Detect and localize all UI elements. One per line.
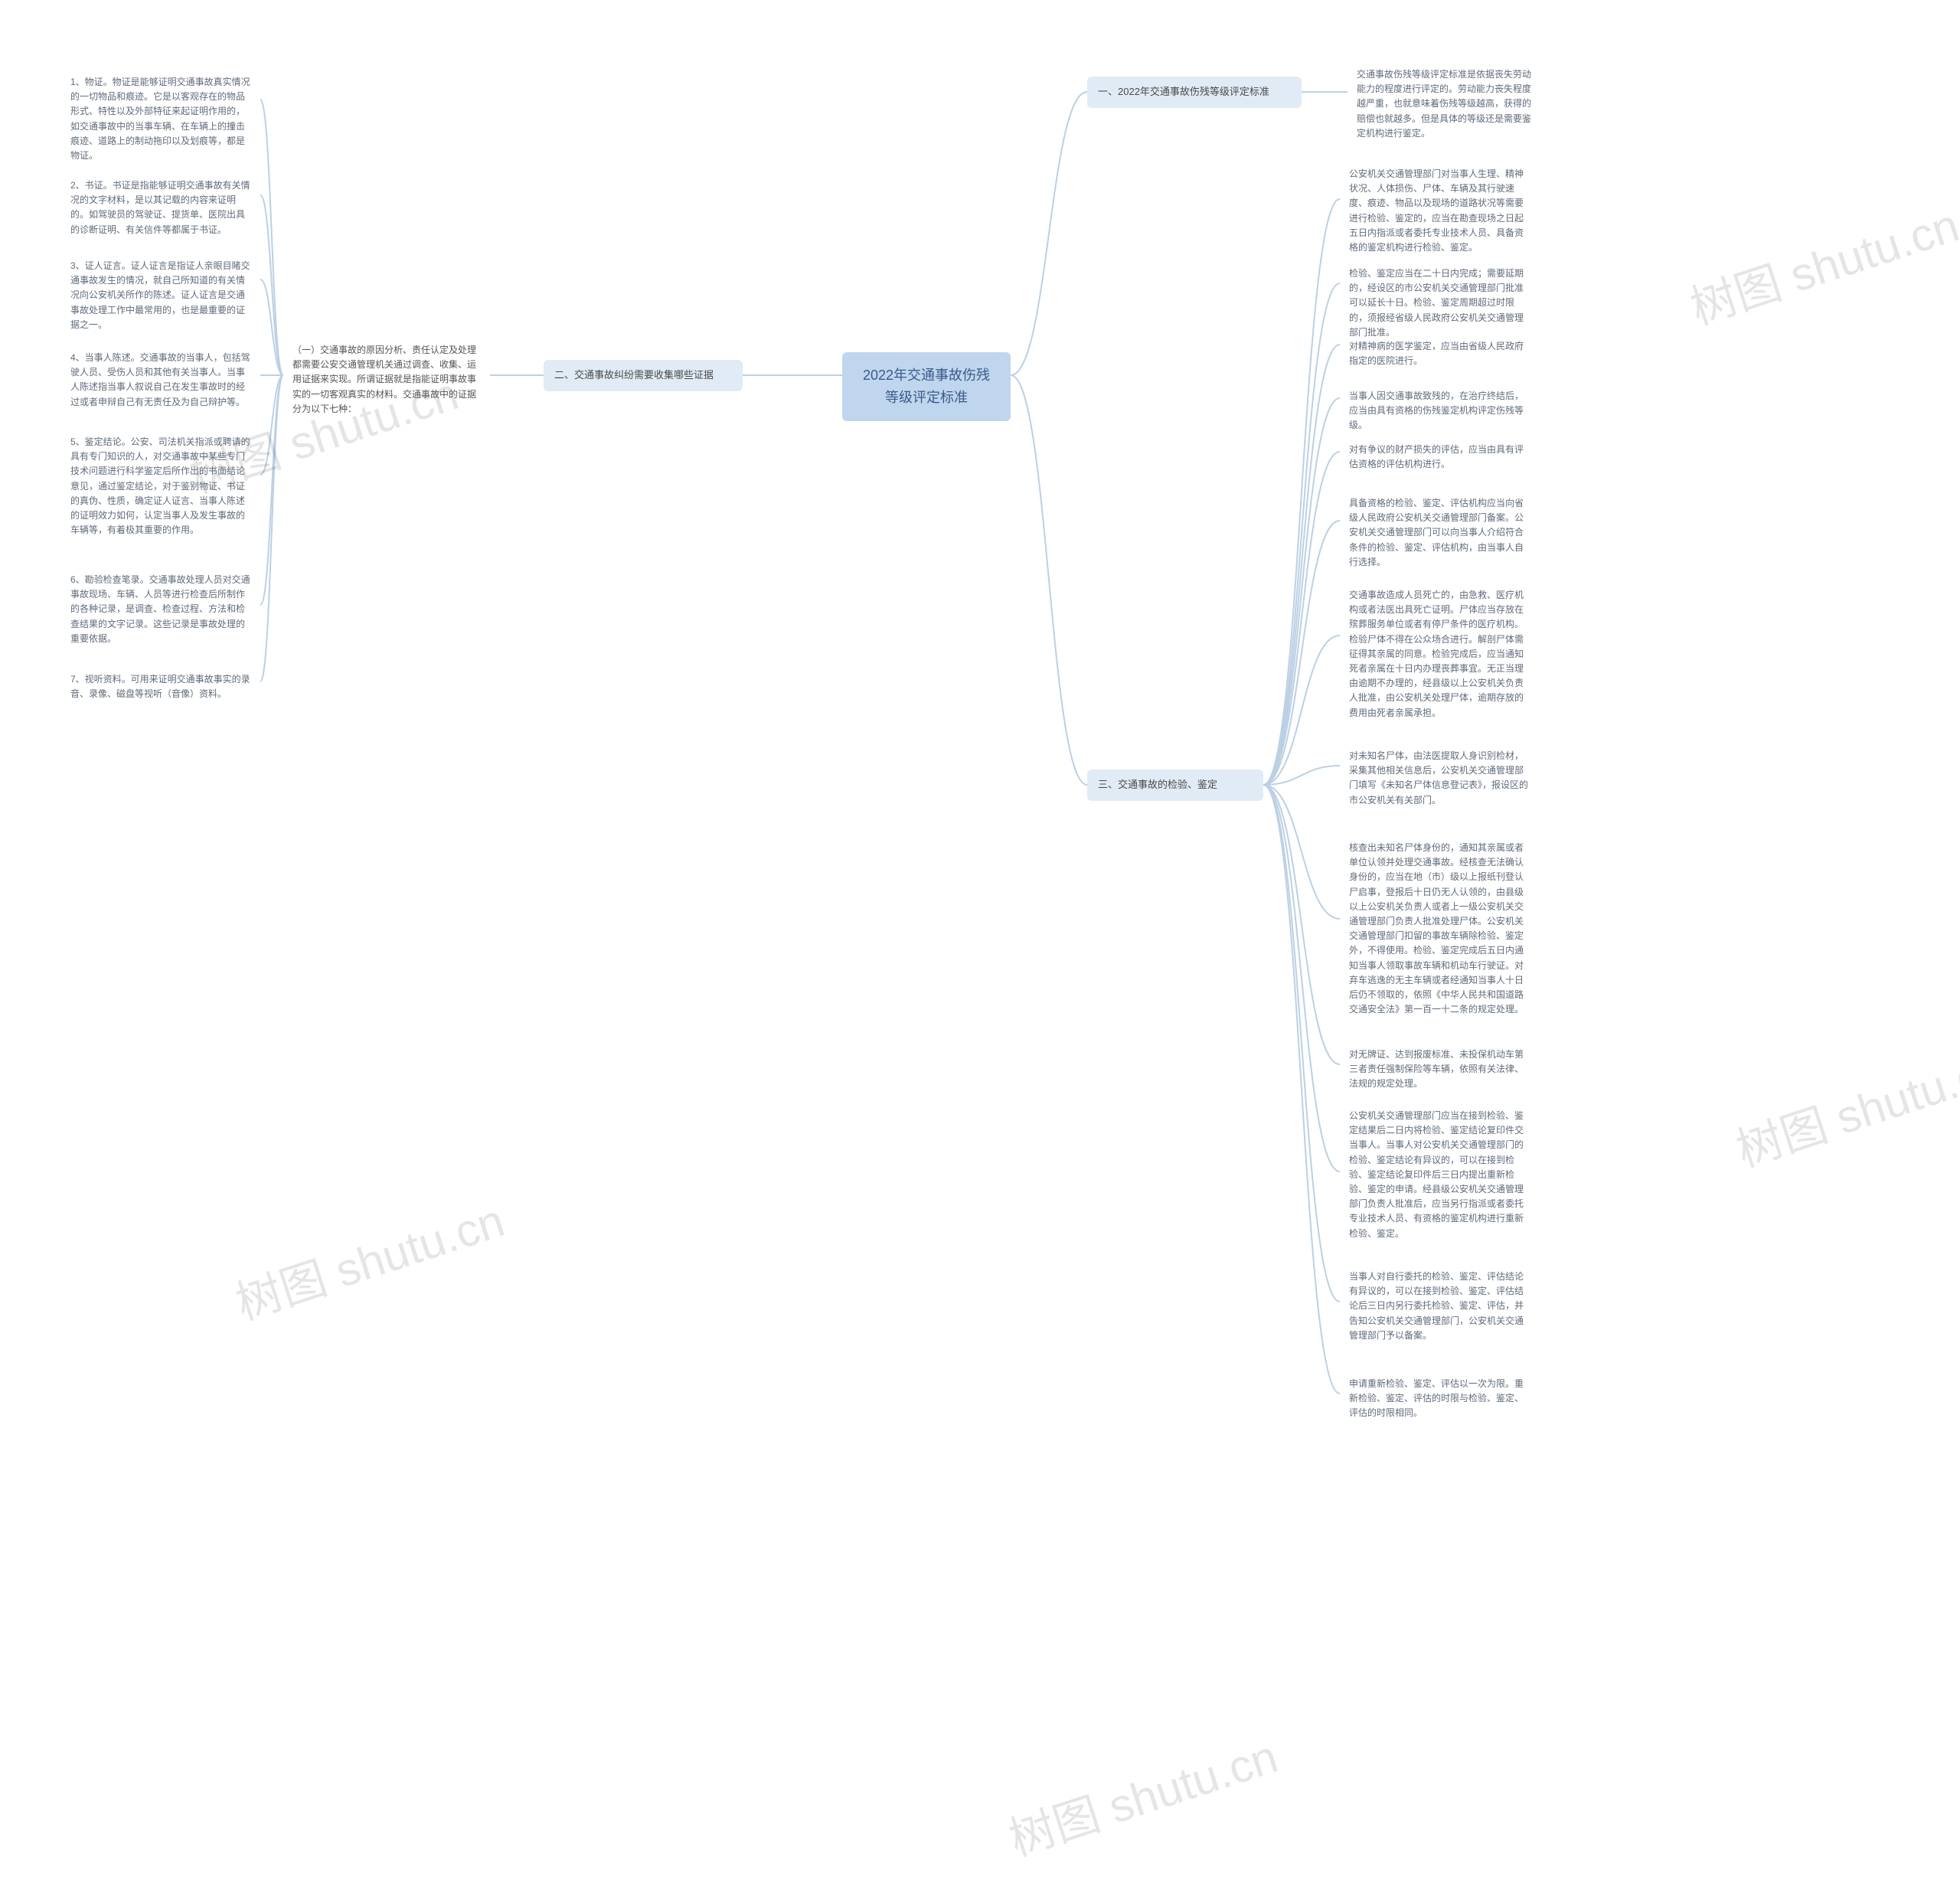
branch-3[interactable]: 三、交通事故的检验、鉴定 [1087,770,1263,801]
center-node[interactable]: 2022年交通事故伤残等级评定标准 [842,352,1011,421]
branch-3-p8: 对未知名尸体，由法医提取人身识别检材，采集其他相关信息后，公安机关交通管理部门填… [1340,743,1539,814]
branch-2-sub: （一）交通事故的原因分析、责任认定及处理都需要公安交通管理机关通过调查、收集、运… [283,337,490,423]
branch-1-detail: 交通事故伤残等级评定标准是依据丧失劳动能力的程度进行评定的。劳动能力丧失程度越严… [1348,61,1547,147]
branch-3-p3: 对精神病的医学鉴定，应当由省级人民政府指定的医院进行。 [1340,333,1539,374]
watermark: 树图 shutu.cn [1681,188,1960,338]
branch-2[interactable]: 二、交通事故纠纷需要收集哪些证据 [544,360,743,391]
branch-3-p4: 当事人因交通事故致残的，在治疗终结后，应当由具有资格的伤残鉴定机构评定伤残等级。 [1340,383,1539,440]
branch-3-p6: 具备资格的检验、鉴定、评估机构应当向省级人民政府公安机关交通管理部门备案。公安机… [1340,490,1539,576]
connectors-layer [0,0,1960,1879]
branch-1[interactable]: 一、2022年交通事故伤残等级评定标准 [1087,77,1302,108]
branch-2-d5: 5、鉴定结论。公安、司法机关指派或聘请的具有专门知识的人，对交通事故中某些专门技… [61,429,260,544]
branch-3-p5: 对有争议的财产损失的评估，应当由具有评估资格的评估机构进行。 [1340,436,1539,478]
branch-3-p7: 交通事故造成人员死亡的，由急救、医疗机构或者法医出具死亡证明。尸体应当存放在殡葬… [1340,582,1539,727]
watermark: 树图 shutu.cn [999,1720,1285,1869]
branch-3-p1: 公安机关交通管理部门对当事人生理、精神状况、人体损伤、尸体、车辆及其行驶速度、痕… [1340,161,1539,261]
branch-2-d7: 7、视听资料。可用来证明交通事故事实的录音、录像、磁盘等视听（音像）资料。 [61,666,260,707]
branch-2-d1: 1、物证。物证是能够证明交通事故真实情况的一切物品和痕迹。它是以客观存在的物品形… [61,69,260,169]
branch-3-p10: 对无牌证、达到报废标准、未投保机动车第三者责任强制保险等车辆，依照有关法律、法规… [1340,1041,1539,1098]
branch-2-d4: 4、当事人陈述。交通事故的当事人，包括驾驶人员、受伤人员和其他有关当事人。当事人… [61,345,260,416]
branch-3-p9: 核查出未知名尸体身份的，通知其亲属或者单位认领并处理交通事故。经核查无法确认身份… [1340,835,1539,1023]
branch-3-p13: 申请重新检验、鉴定、评估以一次为限。重新检验、鉴定、评估的时限与检验、鉴定、评估… [1340,1371,1539,1427]
branch-2-d6: 6、勘验检查笔录。交通事故处理人员对交通事故现场、车辆、人员等进行检查后所制作的… [61,567,260,652]
mindmap-canvas: 树图 shutu.cn 树图 shutu.cn 树图 shutu.cn 树图 s… [0,0,1960,1879]
watermark: 树图 shutu.cn [226,1184,511,1333]
branch-3-p12: 当事人对自行委托的检验、鉴定、评估结论有异议的，可以在接到检验、鉴定、评估结论后… [1340,1263,1539,1349]
branch-2-d3: 3、证人证言。证人证言是指证人亲眼目睹交通事故发生的情况，就自己所知道的有关情况… [61,253,260,338]
branch-3-p11: 公安机关交通管理部门应当在接到检验、鉴定结果后二日内将检验、鉴定结论复印件交当事… [1340,1103,1539,1247]
branch-2-d2: 2、书证。书证是指能够证明交通事故有关情况的文字材料，是以其记载的内容来证明的。… [61,172,260,243]
watermark: 树图 shutu.cn [1726,1031,1960,1180]
